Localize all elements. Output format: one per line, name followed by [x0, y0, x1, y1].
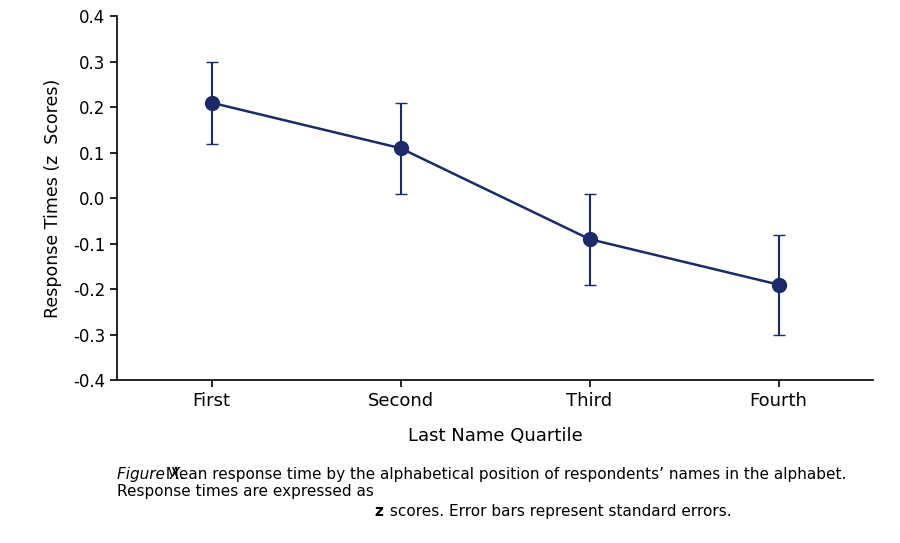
- Text: z: z: [374, 504, 383, 519]
- Text: Figure X.: Figure X.: [117, 467, 185, 482]
- Text: scores. Error bars represent standard errors.: scores. Error bars represent standard er…: [385, 504, 732, 519]
- Text: Mean response time by the alphabetical position of respondents’ names in the alp: Mean response time by the alphabetical p…: [117, 467, 846, 500]
- Y-axis label: Response Times (z  Scores): Response Times (z Scores): [44, 79, 62, 318]
- X-axis label: Last Name Quartile: Last Name Quartile: [408, 427, 582, 445]
